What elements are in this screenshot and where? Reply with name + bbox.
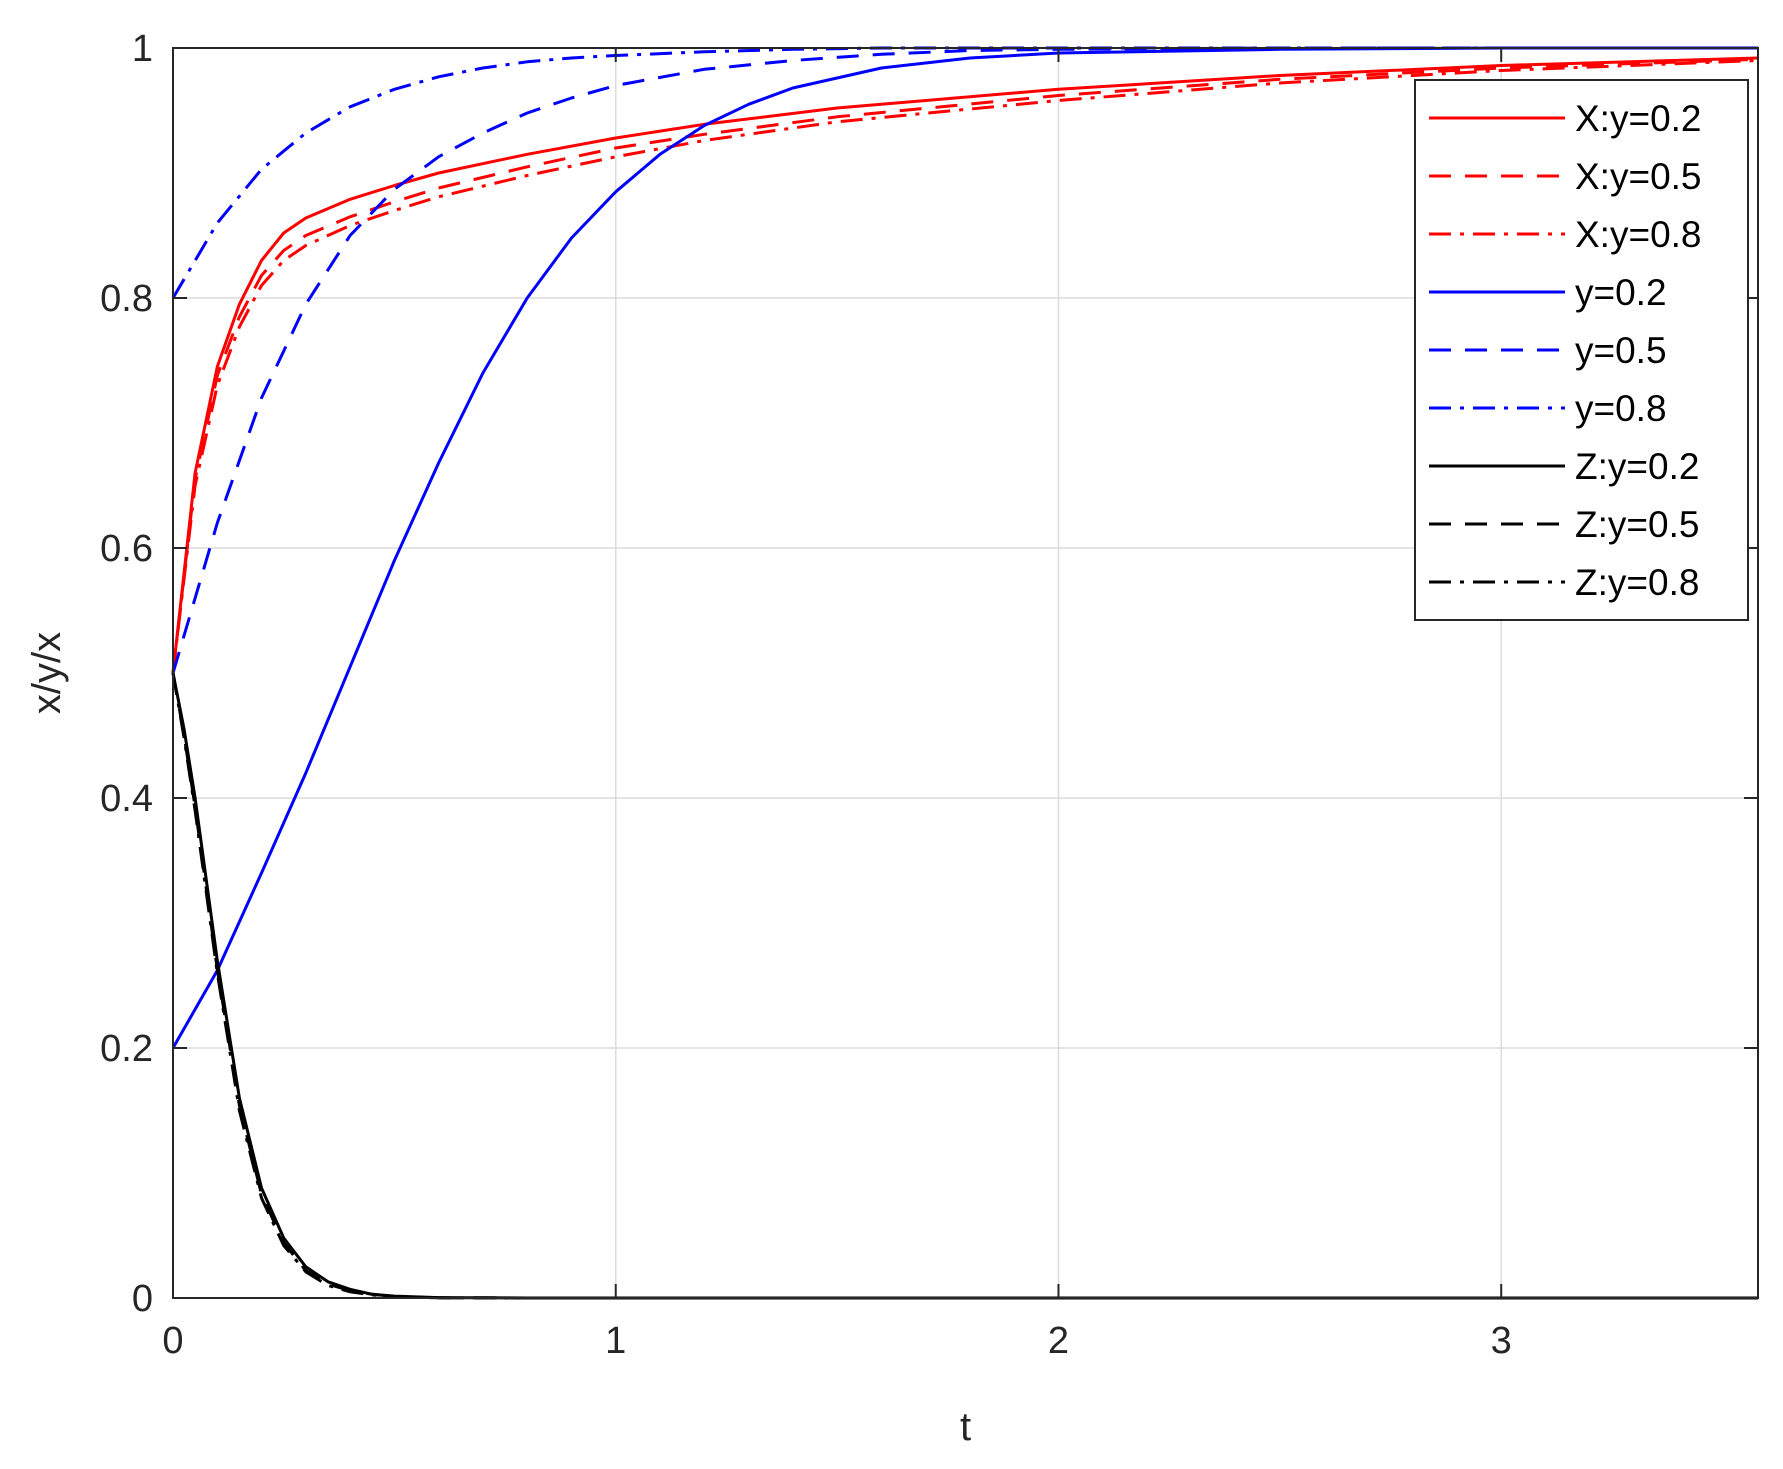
legend-label: Z:y=0.2 xyxy=(1575,446,1699,487)
x-tick-label: 3 xyxy=(1491,1320,1512,1362)
legend-label: y=0.2 xyxy=(1575,272,1667,313)
tick-labels: 0 1 2 3 0 0.2 0.4 0.6 0.8 1 xyxy=(100,28,1512,1362)
legend-label: y=0.5 xyxy=(1575,330,1667,371)
ticks xyxy=(172,47,1758,1299)
series-line xyxy=(171,59,1759,674)
legend-label: X:y=0.8 xyxy=(1575,214,1702,255)
legend-label: y=0.8 xyxy=(1575,388,1667,429)
x-axis-label: t xyxy=(960,1405,971,1449)
legend-label: X:y=0.5 xyxy=(1575,156,1702,197)
y-tick-label: 0.2 xyxy=(100,1028,153,1070)
plot-frame xyxy=(172,47,1759,1299)
legend-label: X:y=0.2 xyxy=(1575,98,1702,139)
series-line xyxy=(171,57,1759,674)
y-tick-label: 0 xyxy=(132,1278,153,1320)
x-tick-label: 2 xyxy=(1048,1320,1069,1362)
legend-label: Z:y=0.8 xyxy=(1575,562,1699,603)
series-line xyxy=(171,46,1758,1049)
legend-label: Z:y=0.5 xyxy=(1575,504,1699,545)
y-axis-label: x/y/x xyxy=(25,632,69,714)
series-line xyxy=(171,672,1758,1300)
y-tick-label: 0.8 xyxy=(100,278,153,320)
series-line xyxy=(171,56,1759,674)
x-tick-label: 0 xyxy=(162,1320,183,1362)
y-tick-label: 0.6 xyxy=(100,528,153,570)
y-tick-label: 0.4 xyxy=(100,778,153,820)
legend: X:y=0.2 X:y=0.5 X:y=0.8 y=0.2 y=0.5 y=0.8 Z:y=… xyxy=(1414,79,1749,621)
x-tick-label: 1 xyxy=(605,1320,626,1362)
y-tick-label: 1 xyxy=(132,28,153,70)
